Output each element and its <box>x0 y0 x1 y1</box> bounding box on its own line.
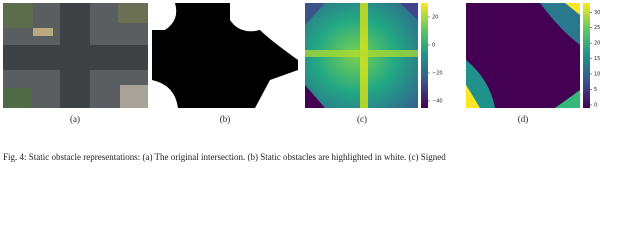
colorbar <box>583 3 590 108</box>
colorbar <box>421 3 428 108</box>
colorbar-tick-label: −40 <box>432 99 443 105</box>
obstacle-mask <box>152 3 298 108</box>
colorbar-tick-label: 20 <box>432 15 438 21</box>
colorbar-tick-label: 20 <box>594 41 600 47</box>
cost-heatmap <box>466 3 580 108</box>
colorbar-tick-label: 0 <box>594 102 597 108</box>
subfigure-label: (c) <box>357 114 367 124</box>
colorbar-tick-label: 15 <box>594 56 600 62</box>
subfigure-label: (a) <box>70 114 80 124</box>
caption: Fig. 4: Static obstacle representations:… <box>3 152 446 162</box>
sdf-heatmap <box>305 3 418 108</box>
colorbar-tick-label: 5 <box>594 87 597 93</box>
colorbar-tick-label: 30 <box>594 10 600 16</box>
colorbar-tick-label: 25 <box>594 25 600 31</box>
colorbar-tick-label: 0 <box>432 43 435 49</box>
subfigure-label: (d) <box>518 114 529 124</box>
colorbar-tick-label: 10 <box>594 72 600 78</box>
colorbar-tick-label: −20 <box>432 71 443 77</box>
page: (a) (b) (c) (d) Fig. 4: Static obstacle … <box>3 3 601 162</box>
aerial-image <box>3 3 148 108</box>
figure: (a) (b) (c) (d) Fig. 4: Static obstacle … <box>3 3 600 162</box>
subfigure-label: (b) <box>220 114 231 124</box>
